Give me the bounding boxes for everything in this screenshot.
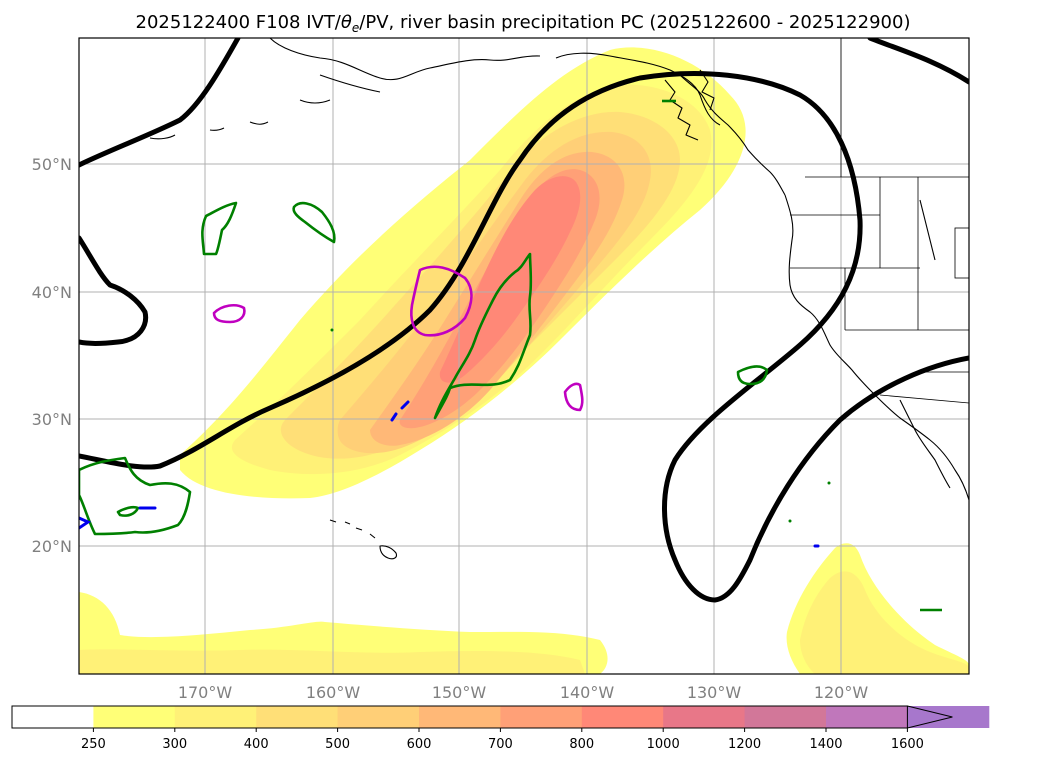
colorbar-tick-label: 600 <box>407 737 432 752</box>
colorbar-tick-label: 700 <box>488 737 513 752</box>
colorbar-tick-label: 1600 <box>891 737 924 752</box>
lon-label: 170°W <box>178 683 233 702</box>
lat-label: 30°N <box>32 410 72 429</box>
pv-ar <box>433 252 533 420</box>
colorbar-segment <box>93 706 176 728</box>
coastlines <box>149 38 969 560</box>
colorbar-tick-label: 1200 <box>728 737 761 752</box>
colorbar-segment <box>256 706 339 728</box>
colorbar: 250 300 400 500 600 700 800 1000 1200 1400 1600 <box>11 705 990 752</box>
alaska-coast <box>269 38 721 126</box>
lat-label: 50°N <box>32 155 72 174</box>
lon-label: 150°W <box>432 683 487 702</box>
map-panel <box>79 38 969 674</box>
longitude-labels: 170°W 160°W 150°W 140°W 130°W 120°W <box>178 683 869 702</box>
lat-label: 20°N <box>32 537 72 556</box>
hawaii <box>329 519 397 560</box>
bc-coast <box>679 74 786 196</box>
magenta-contours <box>212 265 584 412</box>
blue-contours <box>79 400 820 548</box>
colorbar-segment <box>663 706 746 728</box>
magenta-ar <box>410 265 473 337</box>
colorbar-tick-label: 800 <box>569 737 594 752</box>
colorbar-segment <box>337 706 420 728</box>
colorbar-segment <box>419 706 501 728</box>
colorbar-segment <box>500 706 583 728</box>
theta-e-top <box>79 38 241 168</box>
colorbar-tick-label: 250 <box>81 737 106 752</box>
lon-label: 140°W <box>560 683 615 702</box>
lon-label: 160°W <box>306 683 361 702</box>
latitude-labels: 50°N 40°N 30°N 20°N <box>32 155 72 556</box>
colorbar-tick-label: 300 <box>162 737 187 752</box>
colorbar-tick-label: 500 <box>325 737 350 752</box>
colorbar-tick-label: 400 <box>244 737 269 752</box>
theta-e-left <box>79 235 149 346</box>
colorbar-tick-label: 1000 <box>647 737 680 752</box>
figure-title: 2025122400 F108 IVT/θe/PV, river basin p… <box>136 12 911 35</box>
theta-e-main <box>79 70 969 603</box>
colorbar-extend-arrow <box>906 705 953 729</box>
lat-label: 40°N <box>32 283 72 302</box>
map-frame <box>78 37 970 675</box>
ivt-800 <box>439 176 581 383</box>
colorbar-tick-label: 1400 <box>809 737 842 752</box>
colorbar-outline <box>11 705 908 729</box>
colorbar-segment <box>174 706 257 728</box>
lon-label: 120°W <box>814 683 869 702</box>
colorbar-segment <box>581 706 664 728</box>
lon-label: 130°W <box>687 683 742 702</box>
us-west-coast <box>784 194 969 501</box>
theta-e-contours <box>79 38 969 603</box>
colorbar-segment <box>12 706 94 728</box>
colorbar-segment <box>744 706 827 728</box>
pv-contours <box>79 99 942 612</box>
colorbar-segment <box>826 706 908 728</box>
ivt-southeast-band <box>786 543 969 674</box>
